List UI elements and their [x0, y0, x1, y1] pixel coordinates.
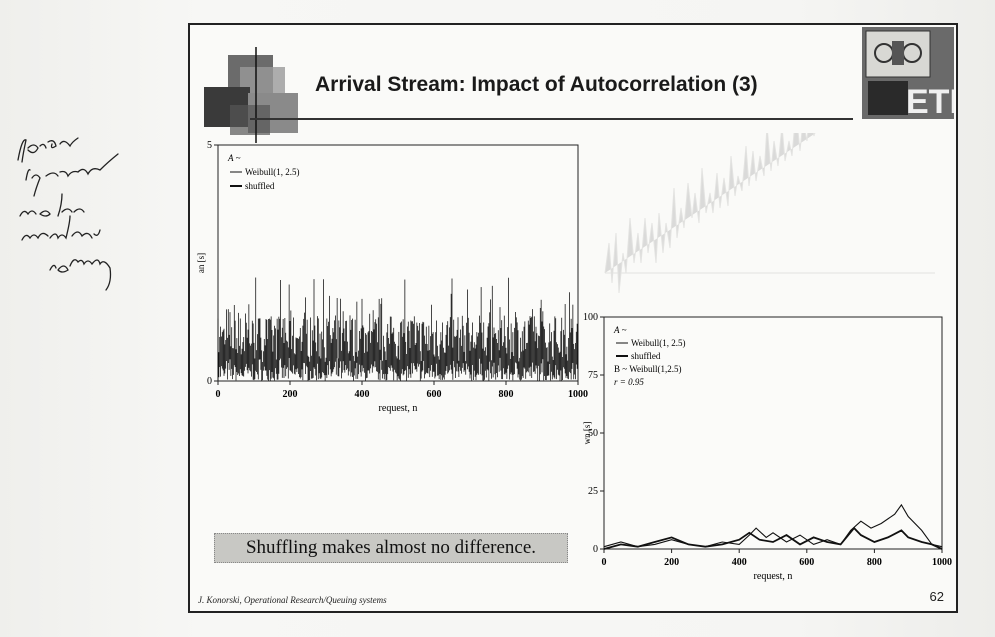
- y-tick-label: 100: [583, 312, 598, 323]
- decorative-squares: [204, 47, 298, 143]
- y-tick-label: 5: [207, 140, 212, 151]
- chart-waiting-time-svg: 0 200 400 600 800 1000 0 25 50 75 100 request, n wn …: [582, 312, 952, 582]
- x-tick-label: 200: [664, 557, 679, 568]
- x-axis-label: request, n: [754, 571, 793, 582]
- legend-label: A ~: [613, 325, 627, 335]
- chart-interarrival: 0 200 400 600 800 1000 0 5 request, n an [s] A ~ We…: [196, 135, 588, 425]
- x-tick-label: 400: [355, 389, 370, 400]
- series-line-shuffled: [603, 526, 943, 550]
- y-tick-label: 25: [588, 486, 598, 497]
- x-tick-label: 0: [602, 557, 607, 568]
- x-tick-label: 800: [499, 389, 514, 400]
- y-tick-label: 75: [588, 370, 598, 381]
- slide: Arrival Stream: Impact of Autocorrelatio…: [188, 23, 958, 613]
- legend-label: Weibull(1, 2.5): [631, 338, 686, 348]
- eti-logo-text: ETI: [906, 83, 954, 119]
- y-axis-label: an [s]: [196, 253, 206, 273]
- plot-frame: [603, 316, 943, 550]
- slide-caption: Shuffling makes almost no difference.: [214, 533, 568, 563]
- title-rule: [250, 118, 853, 120]
- x-tick-label: 0: [216, 389, 221, 400]
- y-tick-label: 50: [588, 428, 598, 439]
- y-tick-label: 0: [207, 376, 212, 387]
- eti-logo: ETI: [862, 27, 954, 119]
- legend-label: shuffled: [245, 181, 275, 191]
- series-line-weibull: [603, 503, 943, 548]
- x-tick-label: 600: [799, 557, 814, 568]
- page-number: 62: [929, 589, 944, 604]
- legend-label: A ~: [227, 153, 241, 163]
- legend-label: r = 0.95: [614, 377, 644, 387]
- chart-waiting-time: 0 200 400 600 800 1000 0 25 50 75 100 request, n wn …: [558, 307, 953, 597]
- slide-title: Arrival Stream: Impact of Autocorrelatio…: [315, 73, 758, 96]
- legend-label: B ~ Weibull(1,2.5): [614, 364, 681, 374]
- chart-interarrival-svg: 0 200 400 600 800 1000 0 5 request, n an [s] A ~ We…: [196, 140, 588, 414]
- y-tick-label: 0: [593, 544, 598, 555]
- x-tick-label: 400: [732, 557, 747, 568]
- x-tick-label: 600: [427, 389, 442, 400]
- y-axis-label: wn [s]: [582, 422, 592, 445]
- bleed-through: [604, 133, 935, 294]
- handwritten-note: [10, 120, 185, 320]
- x-tick-label: 1000: [932, 557, 952, 568]
- x-tick-label: 800: [867, 557, 882, 568]
- x-tick-label: 200: [283, 389, 298, 400]
- slide-footer: J. Konorski, Operational Research/Queuin…: [198, 595, 387, 605]
- handwriting-scribble: [17, 137, 119, 291]
- x-tick-label: 1000: [568, 389, 588, 400]
- legend-label: shuffled: [631, 351, 661, 361]
- legend-label: Weibull(1, 2.5): [245, 167, 300, 177]
- x-axis-label: request, n: [379, 403, 418, 414]
